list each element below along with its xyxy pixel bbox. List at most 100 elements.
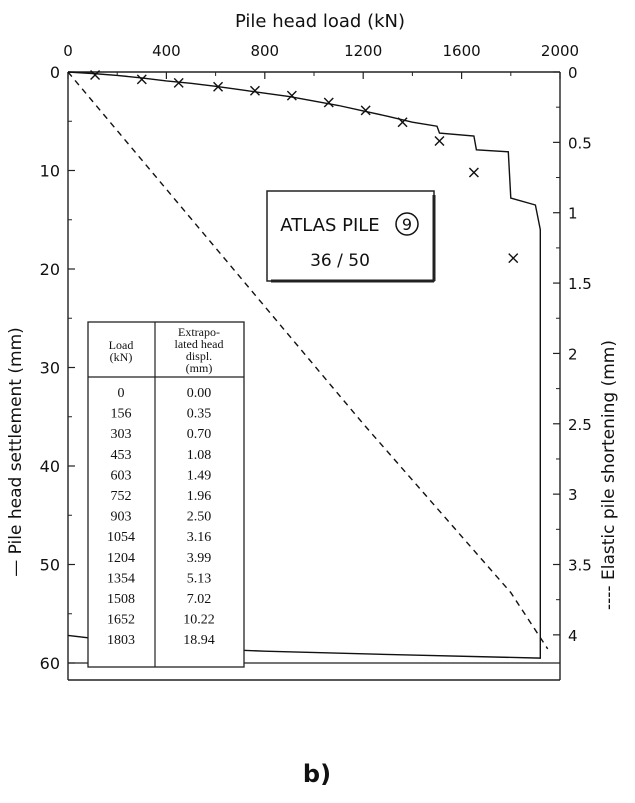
table-cell-displacement: 5.13 xyxy=(187,571,212,586)
table-row: 1354 5.13 xyxy=(107,571,211,586)
marker-stroke xyxy=(136,74,147,85)
table-row: 903 2.50 xyxy=(111,510,212,525)
table-cell-displacement: 0.00 xyxy=(187,386,212,401)
table-row: 0 0.00 xyxy=(118,386,212,401)
data-point-x-marker xyxy=(468,167,479,178)
left-tick-label: 60 xyxy=(40,654,60,673)
table-cell-load: 1508 xyxy=(107,592,135,607)
top-tick-label: 1200 xyxy=(344,42,382,60)
right-tick-label: 2 xyxy=(568,345,578,363)
right-tick-label: 0.5 xyxy=(568,134,592,152)
table-cell-load: 1054 xyxy=(107,530,135,545)
right-tick-label: 0 xyxy=(568,64,578,82)
table-row: 156 0.35 xyxy=(111,407,212,422)
data-point-x-marker xyxy=(286,90,297,101)
data-point-x-marker xyxy=(173,77,184,88)
data-point-x-marker xyxy=(136,74,147,85)
top-tick-label: 400 xyxy=(152,42,181,60)
annotation-subtitle: 36 / 50 xyxy=(310,251,370,271)
table-cell-displacement: 3.16 xyxy=(187,530,212,545)
table-row: 1204 3.99 xyxy=(107,551,211,566)
data-point-x-marker xyxy=(323,97,334,108)
table-column-header-line: (mm) xyxy=(186,361,213,375)
annotation-title: ATLAS PILE xyxy=(280,215,379,236)
table-cell-displacement: 10.22 xyxy=(183,613,215,628)
right-tick-label: 2.5 xyxy=(568,416,592,434)
data-point-x-marker xyxy=(213,81,224,92)
data-point-x-marker xyxy=(249,85,260,96)
table-row: 1054 3.16 xyxy=(107,530,211,545)
figure-caption: b) xyxy=(303,760,331,788)
annotation-pile-number: 9 xyxy=(402,215,412,234)
table-column-header: Load (kN) xyxy=(109,338,134,364)
data-point-x-marker xyxy=(508,253,519,264)
table-cell-load: 1803 xyxy=(107,633,135,648)
table-cell-load: 1204 xyxy=(107,551,135,566)
right-tick-label: 1.5 xyxy=(568,275,592,293)
data-point-x-marker xyxy=(90,69,101,80)
right-tick-label: 4 xyxy=(568,627,578,645)
table-cell-displacement: 1.08 xyxy=(187,448,212,463)
left-tick-label: 40 xyxy=(40,457,60,476)
table-column-header-line: displ. xyxy=(186,349,212,363)
table-column-header-line: (kN) xyxy=(110,350,133,364)
marker-stroke xyxy=(173,77,184,88)
table-column-header-line: Load xyxy=(109,338,134,352)
left-tick-label: 0 xyxy=(50,63,60,82)
marker-stroke xyxy=(360,105,371,116)
table-cell-load: 156 xyxy=(111,407,132,422)
table-row: 752 1.96 xyxy=(111,489,212,504)
table-cell-displacement: 18.94 xyxy=(183,633,215,648)
table-row: 1508 7.02 xyxy=(107,592,211,607)
marker-stroke xyxy=(468,167,479,178)
right-tick-label: 3 xyxy=(568,486,578,504)
table-column-header-line: lated head xyxy=(175,337,224,351)
table-column-header-line: Extrapo- xyxy=(178,325,220,339)
table-cell-displacement: 1.96 xyxy=(187,489,212,504)
table-row: 303 0.70 xyxy=(111,427,212,442)
table-cell-load: 1652 xyxy=(107,613,135,628)
marker-stroke xyxy=(434,135,445,146)
table-border xyxy=(87,321,245,668)
left-tick-label: 20 xyxy=(40,260,60,279)
left-axis-ticks: 0 10 20 30 40 50 60 xyxy=(40,63,75,673)
annotation-box xyxy=(266,190,435,282)
marker-stroke xyxy=(286,90,297,101)
marker-stroke xyxy=(397,117,408,128)
table-cell-load: 303 xyxy=(111,427,132,442)
marker-stroke xyxy=(213,81,224,92)
table-cell-load: 752 xyxy=(111,489,132,504)
table-row: 603 1.49 xyxy=(111,468,212,483)
pile-number-circle xyxy=(395,212,419,236)
table-cell-load: 453 xyxy=(111,448,132,463)
data-point-x-marker xyxy=(397,117,408,128)
left-tick-label: 10 xyxy=(40,162,60,181)
table-cell-displacement: 1.49 xyxy=(187,468,212,483)
top-axis-ticks: 0 400 800 1200 1600 2000 xyxy=(63,42,579,79)
table-cell-load: 0 xyxy=(118,386,125,401)
table-cell-load: 1354 xyxy=(107,571,135,586)
marker-stroke xyxy=(90,69,101,80)
left-tick-label: 30 xyxy=(40,359,60,378)
table-headers: Load (kN) Extrapo-lated head displ. (mm) xyxy=(109,325,224,375)
right-axis-label: ---- Elastic pile shortening (mm) xyxy=(599,340,619,610)
marker-stroke xyxy=(249,85,260,96)
table-cell-load: 903 xyxy=(111,510,132,525)
left-tick-label: 50 xyxy=(40,556,60,575)
table-cell-displacement: 3.99 xyxy=(187,551,212,566)
table-column-header: Extrapo-lated head displ. (mm) xyxy=(175,325,224,375)
load-displacement-table: Load (kN)Extrapo-lated head displ. (mm) 0 0.… xyxy=(87,321,245,668)
elastic-shortening-line xyxy=(67,71,549,650)
top-axis-label: Pile head load (kN) xyxy=(235,11,405,32)
table-cell-displacement: 0.70 xyxy=(187,427,212,442)
top-tick-label: 1600 xyxy=(443,42,481,60)
top-tick-label: 2000 xyxy=(541,42,579,60)
table-row: 453 1.08 xyxy=(111,448,212,463)
table-cell-displacement: 2.50 xyxy=(187,510,212,525)
data-point-x-marker xyxy=(360,105,371,116)
data-point-x-marker xyxy=(434,135,445,146)
right-axis-ticks: 0 0.5 1 1.5 2 2.5 3 3.5 4 xyxy=(553,64,592,645)
top-tick-label: 0 xyxy=(63,42,73,60)
